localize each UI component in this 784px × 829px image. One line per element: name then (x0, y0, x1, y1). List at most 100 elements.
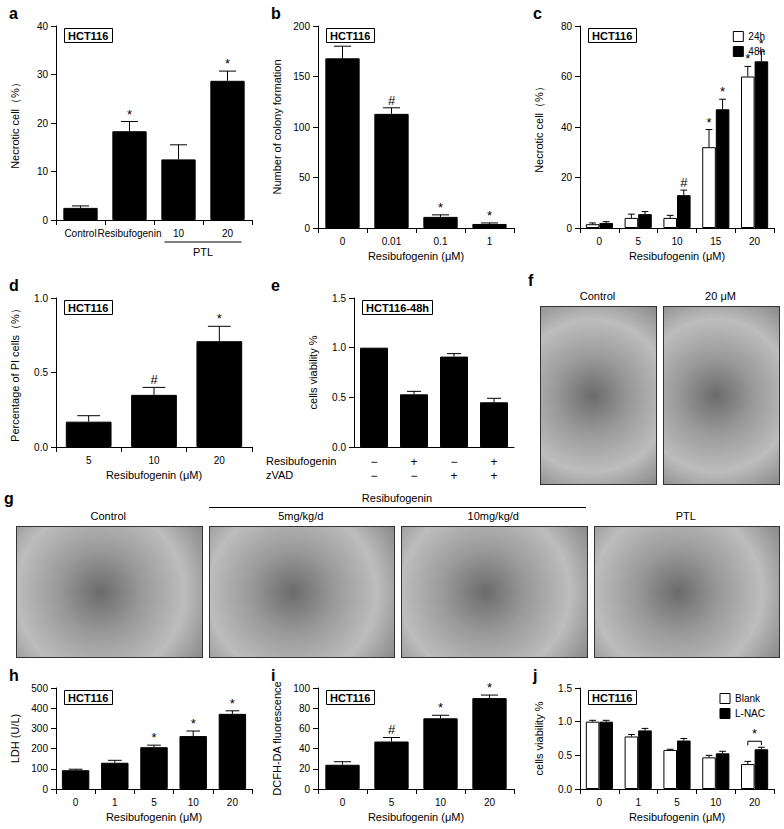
svg-text:0: 0 (304, 784, 310, 795)
svg-text:PTL: PTL (193, 246, 213, 258)
svg-text:c: c (533, 5, 542, 22)
svg-text:*: * (230, 696, 235, 711)
svg-text:L-NAC: L-NAC (735, 708, 765, 719)
svg-text:+: + (490, 455, 497, 469)
svg-text:0: 0 (566, 223, 572, 234)
svg-text:Resibufogenin (μM): Resibufogenin (μM) (106, 811, 202, 823)
svg-text:10: 10 (188, 797, 200, 808)
svg-text:0: 0 (304, 223, 310, 234)
svg-text:Blank: Blank (735, 693, 761, 704)
svg-text:0: 0 (42, 784, 48, 795)
svg-text:1.5: 1.5 (558, 683, 572, 694)
svg-text:HCT116: HCT116 (330, 692, 370, 704)
svg-text:j: j (532, 667, 537, 684)
svg-text:100: 100 (31, 763, 48, 774)
svg-text:Resibufogenin (μM): Resibufogenin (μM) (629, 250, 725, 262)
svg-text:1.5: 1.5 (332, 293, 346, 304)
svg-text:Resibufogenin: Resibufogenin (266, 455, 336, 467)
svg-text:−: − (450, 455, 457, 469)
svg-text:40: 40 (561, 122, 573, 133)
svg-text:HCT116: HCT116 (68, 302, 108, 314)
svg-text:HCT116: HCT116 (68, 692, 108, 704)
svg-text:Resibufogenin (μM): Resibufogenin (μM) (629, 811, 725, 823)
svg-text:LDH (U/L): LDH (U/L) (9, 714, 21, 764)
svg-text:*: * (438, 700, 443, 715)
svg-text:400: 400 (31, 703, 48, 714)
svg-text:#: # (388, 722, 396, 737)
svg-text:500: 500 (31, 683, 48, 694)
svg-text:*: * (487, 680, 492, 695)
svg-text:0.0: 0.0 (34, 442, 48, 453)
svg-text:0.5: 0.5 (558, 750, 572, 761)
svg-text:*: * (217, 311, 222, 326)
svg-text:−: − (370, 469, 377, 483)
svg-text:−: − (370, 455, 377, 469)
svg-text:5: 5 (674, 797, 680, 808)
svg-text:20: 20 (37, 118, 49, 129)
svg-text:10: 10 (710, 797, 722, 808)
svg-text:#: # (680, 175, 688, 190)
svg-text:cells viability %: cells viability % (533, 701, 545, 775)
svg-text:e: e (271, 277, 280, 294)
svg-text:HCT116: HCT116 (330, 30, 370, 42)
svg-text:+: + (490, 469, 497, 483)
svg-text:HCT116-48h: HCT116-48h (366, 302, 429, 314)
svg-text:Control: Control (64, 228, 96, 239)
svg-text:*: * (706, 115, 711, 130)
svg-text:20: 20 (749, 236, 761, 247)
svg-text:Percentage of PI cells（%）: Percentage of PI cells（%） (9, 303, 21, 442)
svg-text:*: * (191, 716, 196, 731)
svg-text:1.0: 1.0 (558, 716, 572, 727)
svg-text:Resibufogenin (μM): Resibufogenin (μM) (368, 250, 464, 262)
svg-text:*: * (752, 726, 757, 741)
svg-text:15: 15 (710, 236, 722, 247)
svg-text:HCT116: HCT116 (592, 30, 632, 42)
svg-text:*: * (759, 36, 764, 51)
svg-text:Resibufogenin (μM): Resibufogenin (μM) (368, 811, 464, 823)
svg-text:Number of colony formation: Number of colony formation (271, 59, 283, 194)
svg-text:100: 100 (293, 122, 310, 133)
svg-text:20: 20 (214, 455, 226, 466)
svg-text:*: * (151, 730, 156, 745)
svg-text:1.0: 1.0 (34, 293, 48, 304)
svg-text:Resibufogenin: Resibufogenin (98, 228, 162, 239)
svg-text:i: i (271, 667, 275, 684)
svg-text:0.0: 0.0 (332, 442, 346, 453)
svg-text:20: 20 (222, 228, 234, 239)
svg-text:5: 5 (389, 797, 395, 808)
svg-text:#: # (150, 372, 158, 387)
svg-text:5: 5 (151, 797, 157, 808)
svg-text:0.1: 0.1 (434, 236, 448, 247)
svg-text:DCFH-DA fluorescence: DCFH-DA fluorescence (271, 681, 283, 795)
svg-text:40: 40 (299, 743, 311, 754)
svg-text:+: + (410, 455, 417, 469)
svg-text:HCT116: HCT116 (592, 692, 632, 704)
svg-text:1: 1 (635, 797, 641, 808)
svg-text:0: 0 (340, 797, 346, 808)
svg-text:20: 20 (749, 797, 761, 808)
svg-text:20: 20 (484, 797, 496, 808)
svg-text:h: h (9, 667, 19, 684)
svg-text:Necrotic cell（%）: Necrotic cell（%） (9, 77, 21, 169)
svg-text:30: 30 (37, 69, 49, 80)
svg-text:b: b (271, 5, 281, 22)
svg-text:1: 1 (112, 797, 118, 808)
svg-text:0: 0 (597, 797, 603, 808)
svg-text:+: + (450, 469, 457, 483)
svg-text:10: 10 (148, 455, 160, 466)
svg-text:1.0: 1.0 (332, 342, 346, 353)
svg-text:*: * (745, 51, 750, 66)
svg-text:10: 10 (671, 236, 683, 247)
svg-text:0: 0 (597, 236, 603, 247)
svg-text:20: 20 (227, 797, 239, 808)
svg-text:zVAD: zVAD (266, 469, 293, 481)
svg-text:*: * (720, 84, 725, 99)
svg-text:0: 0 (42, 215, 48, 226)
svg-text:0: 0 (340, 236, 346, 247)
svg-text:*: * (438, 200, 443, 215)
svg-text:#: # (388, 93, 396, 108)
svg-text:40: 40 (37, 21, 49, 32)
svg-text:80: 80 (561, 21, 573, 32)
svg-text:200: 200 (293, 21, 310, 32)
svg-text:10: 10 (37, 166, 49, 177)
